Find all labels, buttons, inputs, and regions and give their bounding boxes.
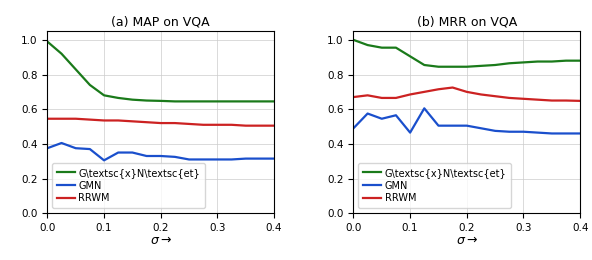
- Legend: G\textsc{x}N\textsc{et}, GMN, RRWM: G\textsc{x}N\textsc{et}, GMN, RRWM: [52, 163, 205, 208]
- Title: (a) MAP on VQA: (a) MAP on VQA: [111, 16, 210, 29]
- X-axis label: $\sigma \rightarrow$: $\sigma \rightarrow$: [150, 234, 172, 247]
- X-axis label: $\sigma \rightarrow$: $\sigma \rightarrow$: [456, 234, 478, 247]
- Title: (b) MRR on VQA: (b) MRR on VQA: [417, 16, 517, 29]
- Legend: G\textsc{x}N\textsc{et}, GMN, RRWM: G\textsc{x}N\textsc{et}, GMN, RRWM: [358, 163, 511, 208]
